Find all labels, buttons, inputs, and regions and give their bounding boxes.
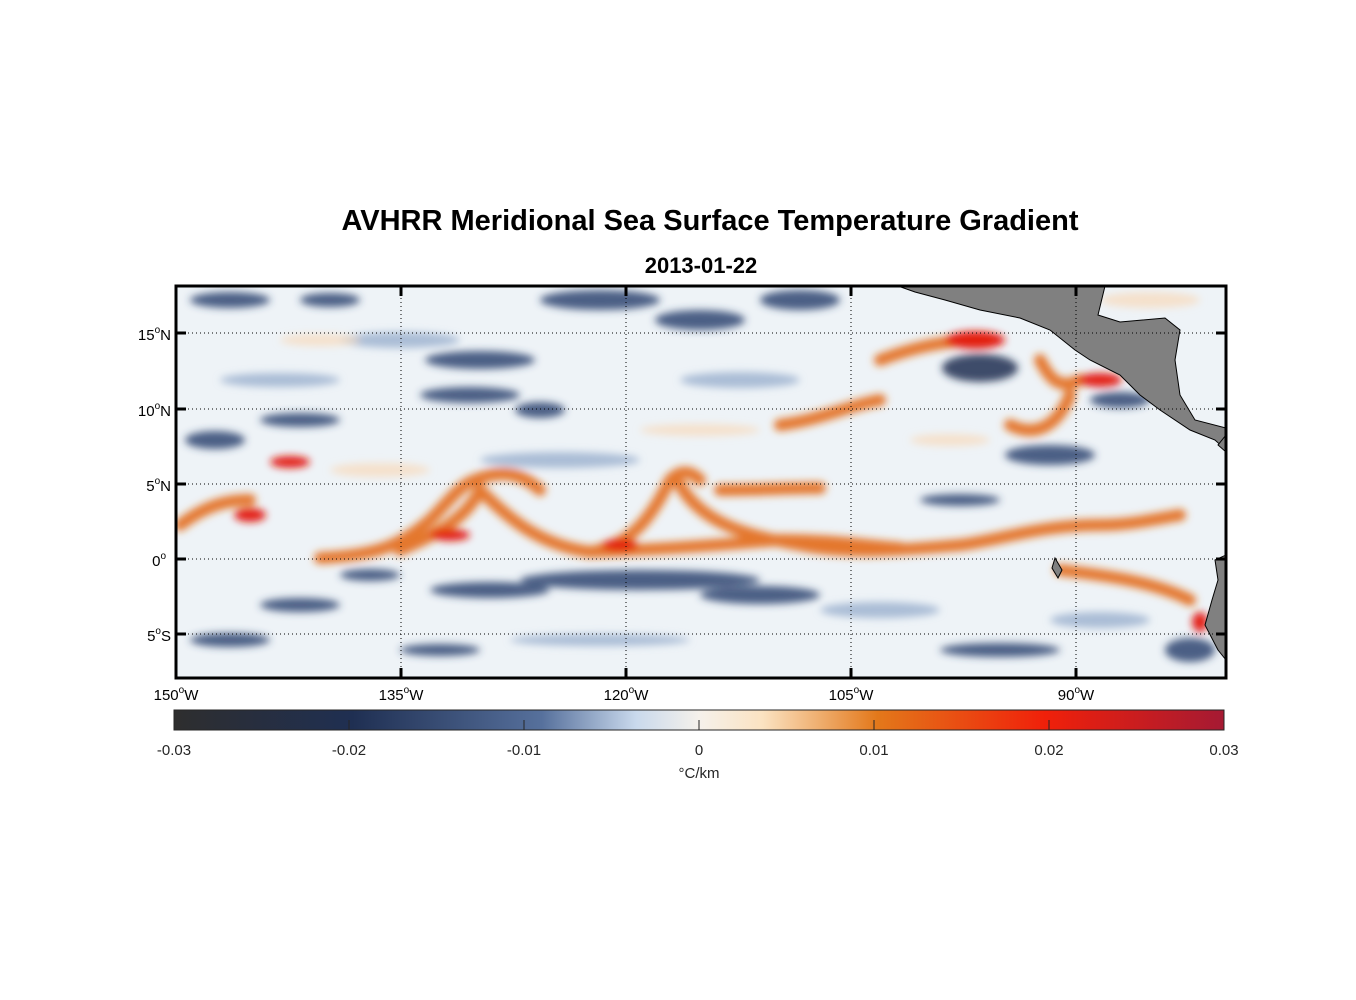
map-frame	[174, 284, 1228, 680]
frame-ticks	[176, 286, 1226, 678]
lat-label: 10oN	[138, 401, 171, 420]
colorbar-tick-label: 0.03	[1209, 742, 1238, 759]
colorbar-ticks	[348, 720, 1050, 730]
sst-field	[176, 286, 1226, 678]
colorbar-tick-label: -0.02	[332, 742, 366, 759]
latitude-labels: 15oN 10oN 5oN 0o 5oS	[138, 325, 171, 645]
map-subtitle: 2013-01-22	[644, 253, 758, 278]
lat-label: 0o	[152, 551, 166, 570]
longitude-labels: 150oW 135oW 120oW 105oW 90oW	[154, 685, 1095, 704]
lat-label: 15oN	[138, 325, 171, 344]
map-title: AVHRR Meridional Sea Surface Temperature…	[341, 205, 1079, 237]
lat-label: 5oN	[146, 476, 171, 495]
colorbar-tick-label: 0.01	[859, 742, 888, 759]
colorbar-tick-label: -0.01	[507, 742, 541, 759]
colorbar-tick-label: 0.02	[1034, 742, 1063, 759]
lon-label: 150oW	[154, 685, 200, 704]
lon-label: 105oW	[829, 685, 875, 704]
land-galapagos	[1051, 556, 1063, 580]
graticule	[176, 286, 1226, 678]
colorbar-tick-label: -0.03	[157, 742, 191, 759]
colorbar-tick-label: 0	[695, 742, 703, 759]
lon-label: 90oW	[1058, 685, 1095, 704]
lon-label: 135oW	[379, 685, 425, 704]
lon-label: 120oW	[604, 685, 650, 704]
lat-label: 5oS	[147, 626, 171, 645]
colorbar-unit-label: °C/km	[679, 765, 720, 782]
colorbar: -0.03 -0.02 -0.01 0 0.01 0.02 0.03 °C/km	[157, 709, 1239, 782]
